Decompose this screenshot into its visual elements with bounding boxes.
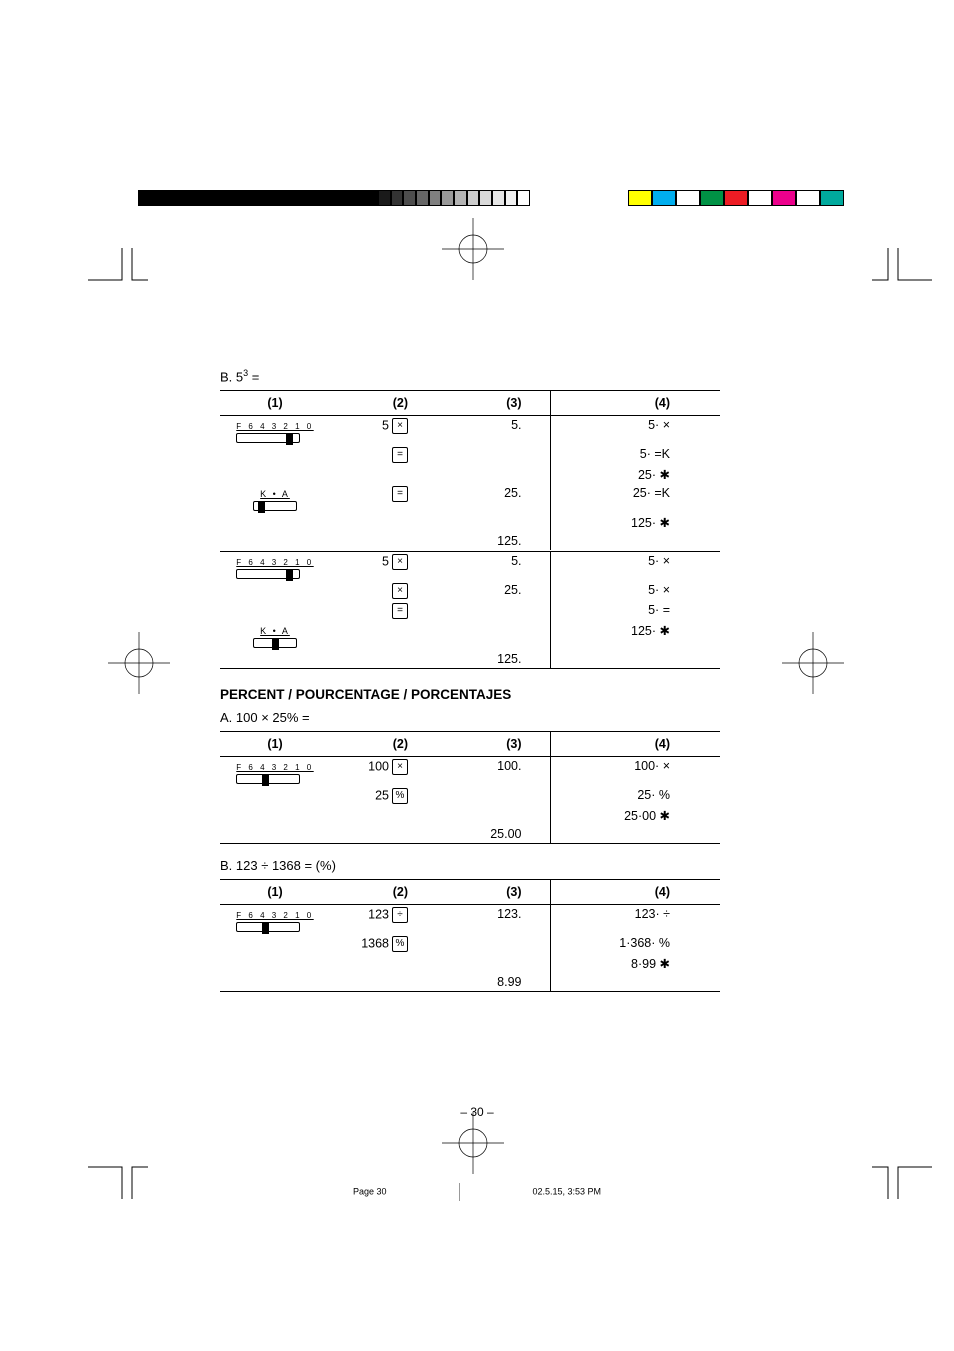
selector-letters: F 6 4 3 2 1 0 [236, 763, 313, 772]
key-equals: = [392, 603, 408, 619]
black-bar [138, 190, 378, 206]
color-swatches [628, 190, 844, 206]
registration-bar [138, 190, 896, 206]
corner-tr [872, 228, 932, 288]
reg-cross-left [108, 632, 170, 694]
display-value: 5. [440, 551, 550, 581]
col-header-1: (1) [220, 879, 330, 904]
print-line: 5· =K [550, 445, 720, 465]
page-content: B. 53 = (1) (2) (3) (4) F 6 4 3 2 1 0 5×… [220, 360, 720, 992]
keypress-num: 123 [368, 907, 389, 921]
display-value: 25. [440, 484, 550, 513]
key-multiply: × [392, 554, 408, 570]
display-value: 123. [440, 904, 550, 934]
example3-table: (1) (2) (3) (4) F 6 4 3 2 1 0 123÷ 123. … [220, 879, 720, 992]
footer-timestamp: 02.5.15, 3:53 PM [533, 1186, 602, 1196]
footer-separator [459, 1183, 460, 1201]
key-equals: = [392, 447, 408, 463]
display-value: 125. [440, 532, 550, 550]
key-multiply: × [392, 418, 408, 434]
col-header-4: (4) [550, 731, 720, 756]
print-line: 8·99 ✱ [550, 954, 720, 973]
selector-f643210: F 6 4 3 2 1 0 [236, 418, 313, 443]
label-suffix: = [248, 369, 259, 384]
selector-letters: K • A [260, 489, 290, 499]
print-line: 125· ✱ [550, 621, 720, 650]
keypress-num: 5 [382, 419, 389, 433]
display-value: 8.99 [440, 973, 550, 992]
col-header-3: (3) [440, 731, 550, 756]
footer-page: Page 30 [353, 1186, 387, 1196]
print-line: 25· ✱ [550, 465, 720, 484]
display-value: 25. [440, 581, 550, 601]
example2-table: (1) (2) (3) (4) F 6 4 3 2 1 0 100× 100. … [220, 731, 720, 844]
key-equals: = [392, 486, 408, 502]
key-percent: % [392, 936, 408, 952]
percent-heading: PERCENT / POURCENTAGE / PORCENTAJES [220, 687, 720, 702]
col-header-1: (1) [220, 391, 330, 416]
print-line: 5· × [550, 551, 720, 581]
label-text: B. 5 [220, 369, 243, 384]
key-multiply: × [392, 583, 408, 599]
page-number: – 30 – [0, 1105, 954, 1119]
print-line: 25·00 ✱ [550, 806, 720, 825]
col-header-1: (1) [220, 731, 330, 756]
selector-letters: F 6 4 3 2 1 0 [236, 558, 313, 567]
key-multiply: × [392, 759, 408, 775]
col-header-4: (4) [550, 879, 720, 904]
print-line: 25· =K [550, 484, 720, 513]
selector-letters: K • A [260, 626, 290, 636]
print-line: 123· ÷ [550, 904, 720, 934]
col-header-2: (2) [330, 879, 440, 904]
example3-label: B. 123 ÷ 1368 = (%) [220, 858, 720, 873]
selector-f643210: F 6 4 3 2 1 0 [236, 759, 313, 784]
display-value: 100. [440, 756, 550, 786]
gray-ramp [378, 190, 530, 206]
keypress-num: 5 [382, 554, 389, 568]
print-line: 125· ✱ [550, 513, 720, 532]
selector-f643210: F 6 4 3 2 1 0 [236, 907, 313, 932]
print-line: 1·368· % [550, 934, 720, 954]
col-header-2: (2) [330, 731, 440, 756]
selector-ka: K • A [253, 486, 297, 511]
key-divide: ÷ [392, 907, 408, 923]
print-line: 5· = [550, 601, 720, 621]
print-line: 5· × [550, 416, 720, 446]
example1-label: B. 53 = [220, 368, 720, 384]
key-percent: % [392, 788, 408, 804]
col-header-4: (4) [550, 391, 720, 416]
display-value: 5. [440, 416, 550, 446]
col-header-3: (3) [440, 879, 550, 904]
selector-ka: K • A [253, 623, 297, 648]
display-value: 125. [440, 650, 550, 669]
col-header-3: (3) [440, 391, 550, 416]
selector-letters: F 6 4 3 2 1 0 [236, 911, 313, 920]
footer: Page 30 02.5.15, 3:53 PM [0, 1183, 954, 1201]
keypress-num: 25 [375, 788, 389, 802]
print-line: 25· % [550, 786, 720, 806]
selector-f643210: F 6 4 3 2 1 0 [236, 554, 313, 579]
corner-tl [88, 228, 148, 288]
reg-cross-bottom [442, 1112, 504, 1174]
example1-table: (1) (2) (3) (4) F 6 4 3 2 1 0 5× 5. 5· × [220, 390, 720, 669]
example2-label: A. 100 × 25% = [220, 710, 720, 725]
reg-cross-right [782, 632, 844, 694]
keypress-num: 100 [368, 759, 389, 773]
print-line: 100· × [550, 756, 720, 786]
display-value: 25.00 [440, 825, 550, 844]
selector-letters: F 6 4 3 2 1 0 [236, 422, 313, 431]
reg-cross-top [442, 218, 504, 280]
keypress-num: 1368 [361, 936, 389, 950]
print-line: 5· × [550, 581, 720, 601]
col-header-2: (2) [330, 391, 440, 416]
